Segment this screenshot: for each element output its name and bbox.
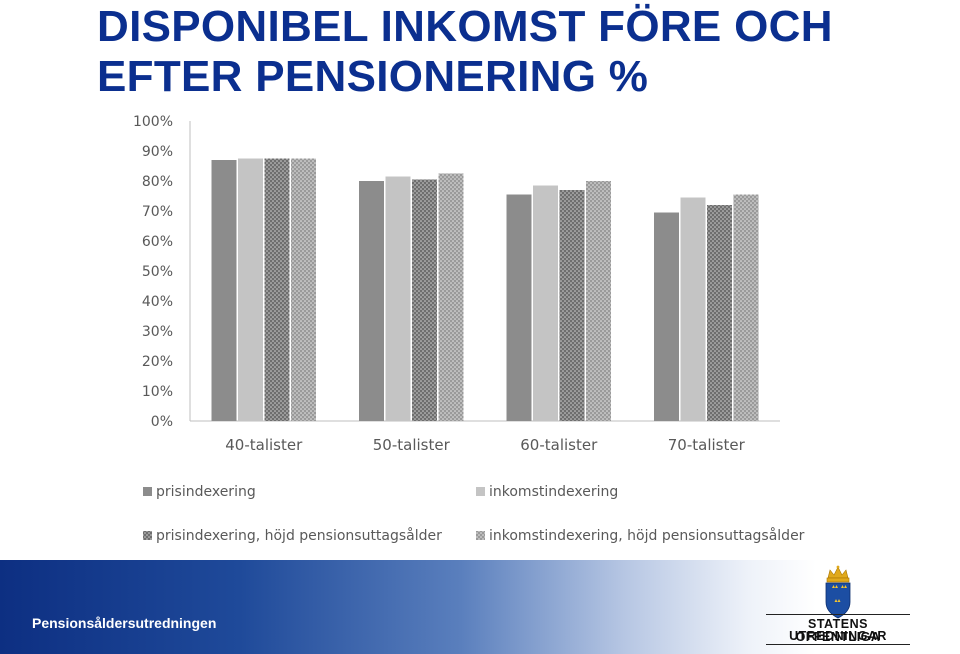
bar (559, 190, 585, 421)
bar (438, 173, 464, 421)
x-category-label: 40-talister (225, 436, 303, 454)
bar (733, 194, 759, 421)
bar (533, 185, 558, 421)
legend-label: inkomstindexering (489, 484, 618, 500)
title-line-2: EFTER PENSIONERING % (97, 52, 649, 101)
y-tick-label: 50% (142, 264, 173, 280)
sou-logo: STATENS OFFENTLIGA UTREDNINGAR (766, 564, 910, 650)
bar (264, 158, 290, 421)
y-tick-label: 0% (151, 414, 173, 430)
bar (506, 194, 532, 421)
legend-swatch (476, 487, 485, 496)
bar (707, 205, 732, 421)
y-tick-label: 90% (142, 144, 173, 160)
logo-text-line-2: UTREDNINGAR (789, 629, 887, 643)
y-tick-label: 100% (133, 114, 173, 130)
logo-text-line-1: STATENS OFFENTLIGA (795, 617, 881, 644)
legend-label: prisindexering (156, 484, 256, 500)
bar (385, 176, 411, 421)
bar (238, 158, 263, 421)
bar (359, 181, 384, 421)
title-line-1: DISPONIBEL INKOMST FÖRE OCH (97, 2, 833, 51)
logo-rule-bottom (766, 644, 910, 645)
crown-shield-icon (825, 565, 851, 619)
x-category-label: 70-talister (668, 436, 746, 454)
y-tick-label: 10% (142, 384, 173, 400)
legend-swatch (476, 531, 485, 540)
x-category-label: 60-talister (520, 436, 598, 454)
footer-band (0, 560, 960, 654)
legend-swatch (143, 531, 152, 540)
bar (586, 181, 611, 421)
bar (291, 158, 316, 421)
x-category-label: 50-talister (373, 436, 451, 454)
legend-swatch (143, 487, 152, 496)
bar (211, 160, 237, 421)
y-tick-label: 20% (142, 354, 173, 370)
y-tick-label: 40% (142, 294, 173, 310)
footer-title: Pensionsåldersutredningen (32, 615, 217, 631)
logo-rule-top (766, 614, 910, 615)
y-tick-label: 80% (142, 174, 173, 190)
legend-label: inkomstindexering, höjd pensionsuttagsål… (489, 527, 805, 544)
slide-title: DISPONIBEL INKOMST FÖRE OCH EFTER PENSIO… (97, 2, 833, 102)
y-tick-label: 70% (142, 204, 173, 220)
bar (654, 212, 679, 421)
bar-chart: 0% 10% 20% 30% 40% 50% 60% 70% 80% 90% 100% 40-tal… (133, 114, 805, 544)
bar (412, 179, 437, 421)
y-tick-label: 60% (142, 234, 173, 250)
legend-label: prisindexering, höjd pensionsuttagsålder (156, 527, 442, 544)
y-tick-label: 30% (142, 324, 173, 340)
bar (680, 197, 706, 421)
